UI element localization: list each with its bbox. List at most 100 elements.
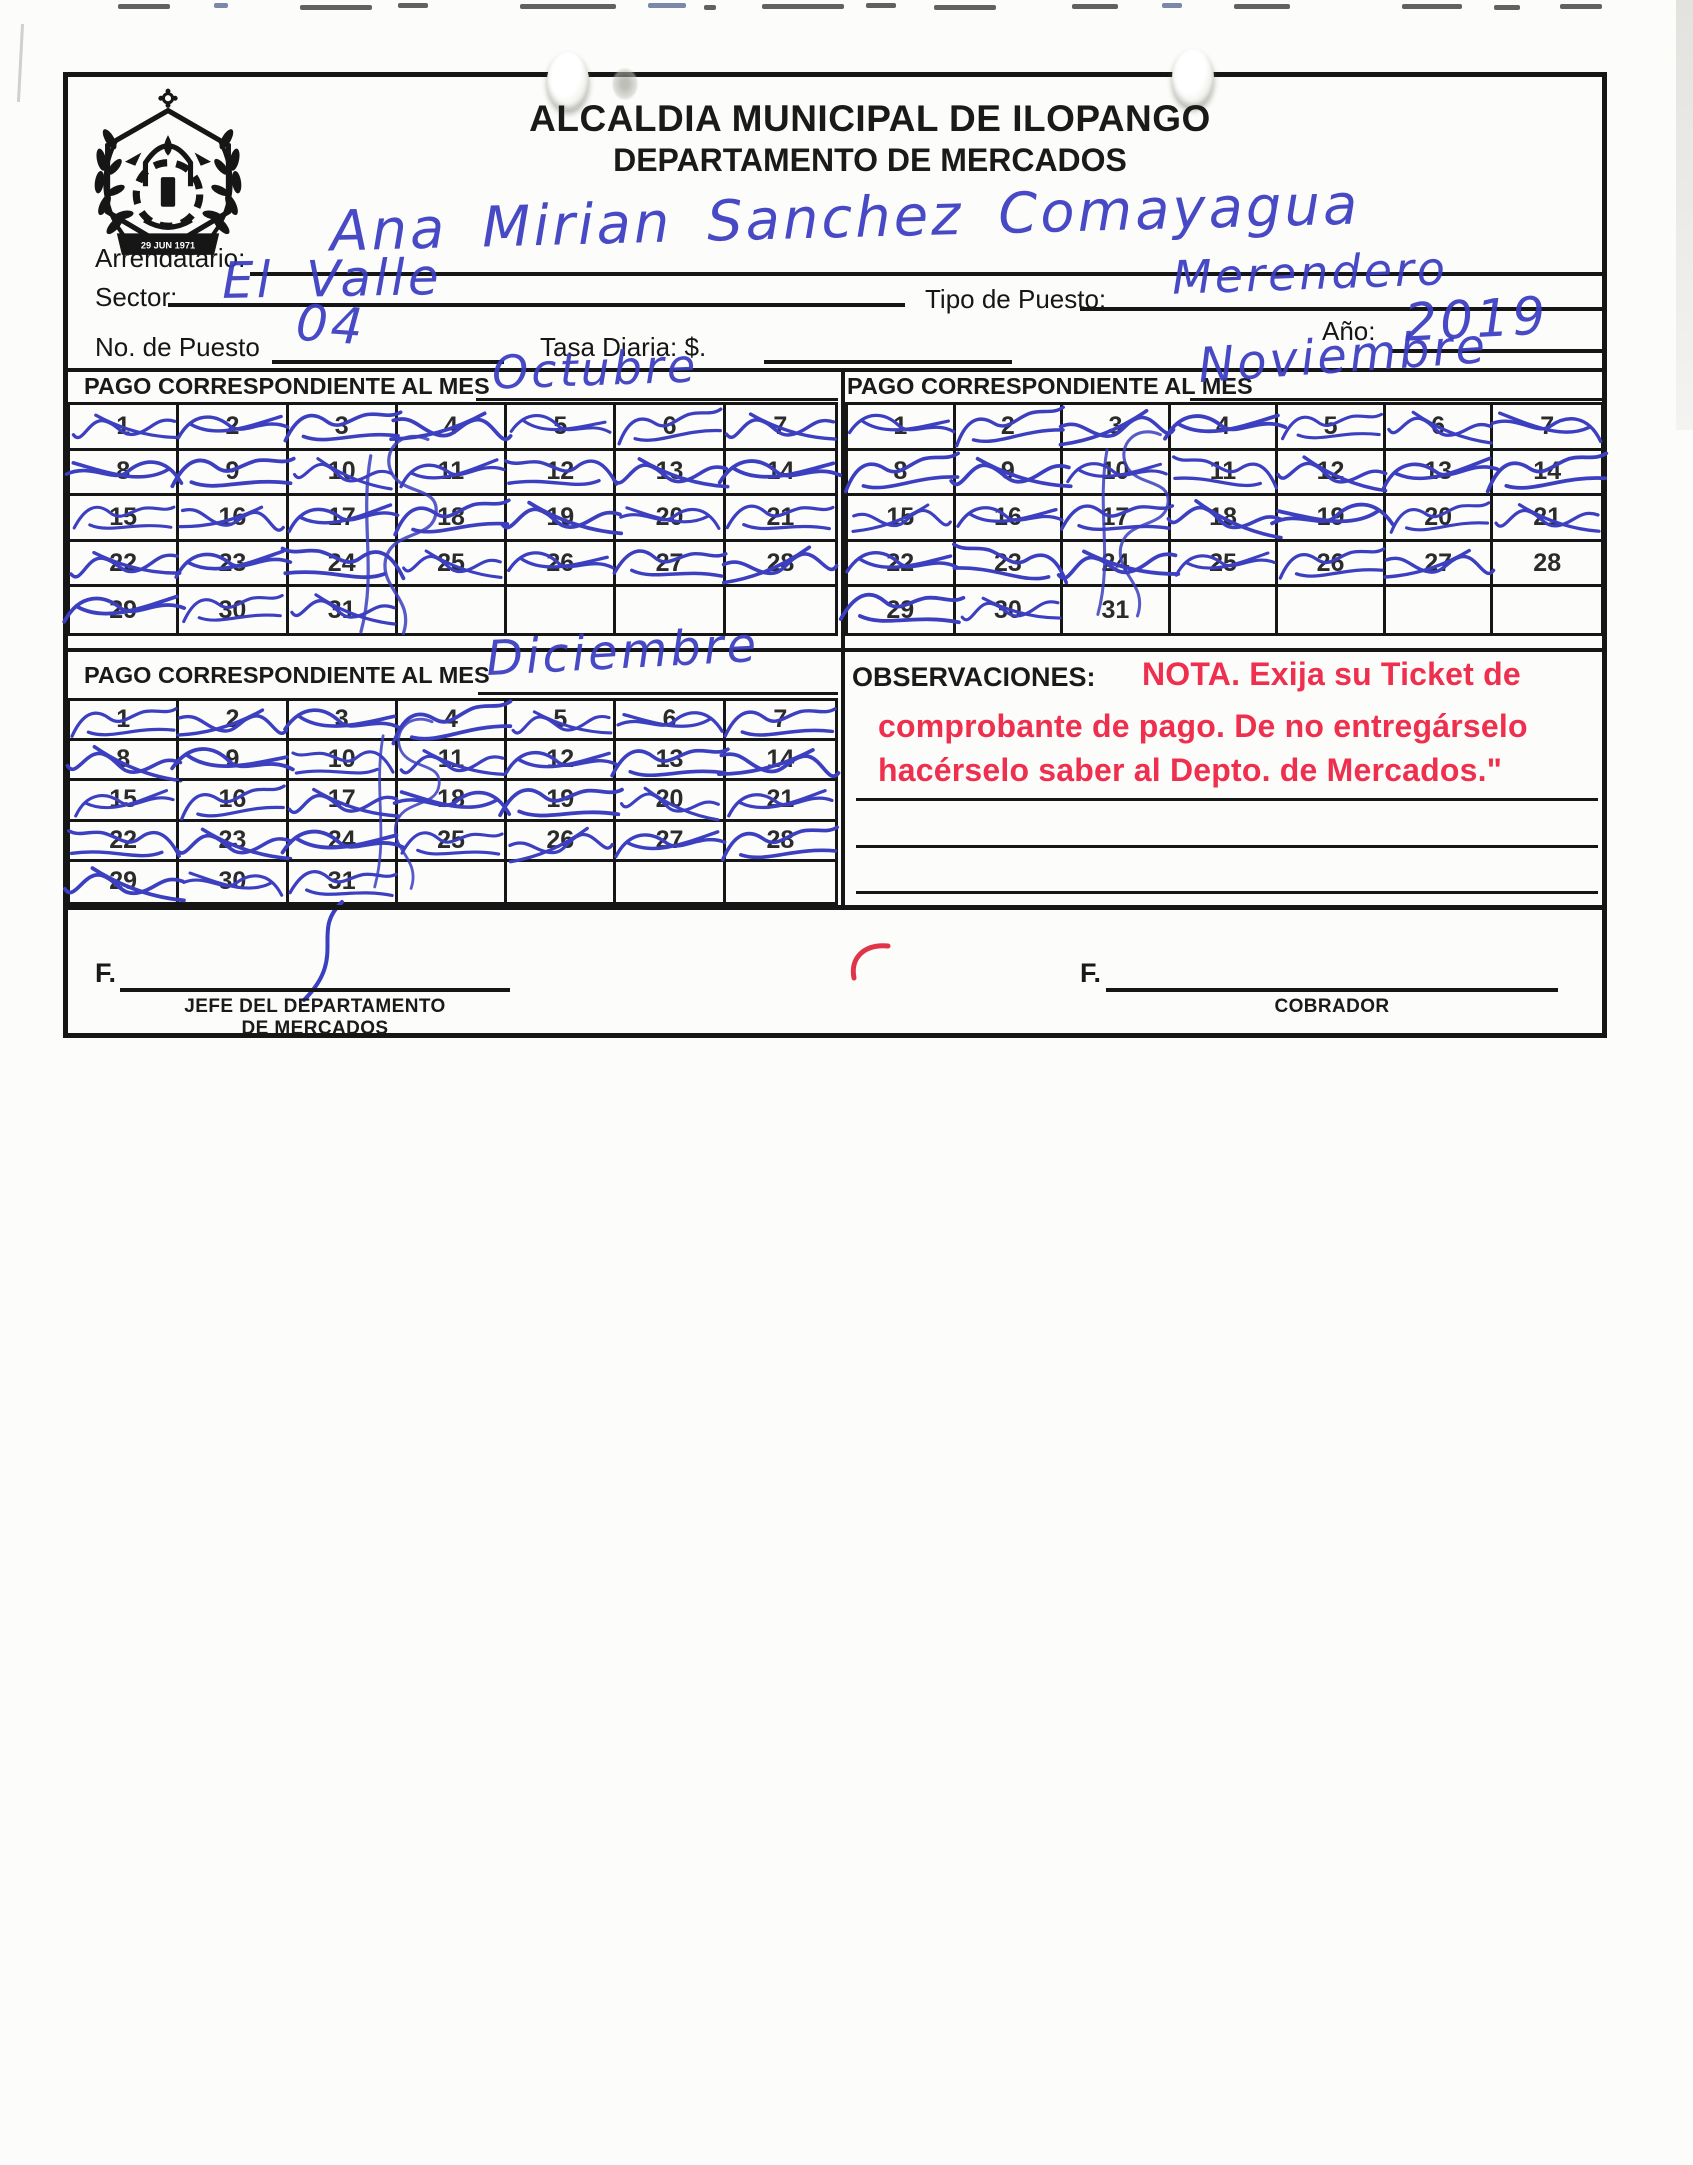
day-cell: 9 <box>948 450 1073 497</box>
day-cell <box>616 587 726 633</box>
day-number: 12 <box>546 457 575 486</box>
month-line <box>478 692 838 695</box>
scan-edge-artifact <box>1676 0 1693 430</box>
day-number: 20 <box>655 502 684 531</box>
municipal-seal-icon: 29 JUN 1971 <box>94 88 250 255</box>
payment-card-frame <box>63 72 1607 1038</box>
field-line <box>272 360 504 364</box>
signature-caption: COBRADOR <box>1274 996 1390 1017</box>
day-cell: 6 <box>1385 405 1495 451</box>
day-number: 3 <box>334 411 349 440</box>
month-handwritten-october: Octubre <box>491 338 699 400</box>
calendar-section-label: PAGO CORRESPONDIENTE AL MES <box>847 373 1253 399</box>
tasa-diaria-label: Tasa Diaria: $. <box>540 332 707 362</box>
day-number: 9 <box>225 745 240 774</box>
calendar-grid-october: 1 2 3 4 5 6 7 8 9 10 11 12 13 14 15 16 17 18 19 20 21 22 23 24 2… <box>61 402 842 636</box>
day-number: 8 <box>116 745 131 774</box>
day-number: 22 <box>886 548 915 577</box>
day-number: 15 <box>886 502 915 531</box>
hole-punch <box>1172 49 1214 107</box>
day-number: 1 <box>893 411 908 440</box>
calendar-grid-december: 1 2 3 4 5 6 7 8 9 10 11 12 13 14 15 16 17 18 19 20 21 22 23 24 2… <box>62 698 842 905</box>
day-cell: 10 <box>288 450 398 497</box>
day-number: 5 <box>1323 411 1338 440</box>
day-number: 29 <box>109 867 138 896</box>
ruled-line <box>856 845 1598 848</box>
day-number: 19 <box>1316 502 1345 531</box>
day-number: 31 <box>327 595 356 624</box>
day-cell <box>726 862 835 902</box>
day-number: 18 <box>437 785 465 814</box>
calendar-grid-november: 1 2 3 4 5 6 7 8 9 10 11 12 13 14 15 16 17 18 19 20 21 22 23 24 2… <box>838 402 1611 636</box>
day-cell: 19 <box>1269 496 1395 542</box>
scan-smudge <box>612 68 638 100</box>
day-number: 7 <box>1540 411 1555 440</box>
day-number: 28 <box>1533 548 1562 577</box>
day-number: 15 <box>109 502 138 531</box>
day-number: 6 <box>662 411 677 440</box>
field-line <box>250 272 1602 276</box>
day-number: 7 <box>773 705 788 734</box>
seal-banner-text: 29 JUN 1971 <box>141 241 195 251</box>
day-cell: 29 <box>62 861 187 903</box>
day-number: 22 <box>109 825 138 854</box>
day-number: 15 <box>109 785 138 814</box>
day-number: 4 <box>1216 411 1230 440</box>
day-number: 26 <box>1316 548 1345 577</box>
section-divider <box>841 368 845 908</box>
field-line <box>1392 349 1603 353</box>
day-number: 25 <box>1209 548 1237 577</box>
day-cell: 13 <box>610 741 731 782</box>
day-cell: 1 <box>70 405 180 451</box>
day-cell: 25 <box>1170 541 1279 588</box>
day-number: 16 <box>993 502 1022 531</box>
day-number: 6 <box>1431 411 1446 440</box>
day-number: 13 <box>1424 457 1453 486</box>
day-cell: 4 <box>388 699 516 746</box>
day-number: 29 <box>886 595 915 624</box>
day-cell: 17 <box>286 781 400 822</box>
day-cell: 11 <box>1170 450 1279 497</box>
day-cell: 27 <box>613 821 728 862</box>
day-number: 31 <box>1101 595 1130 624</box>
day-number: 2 <box>225 411 240 440</box>
calendar-section-label: PAGO CORRESPONDIENTE AL MES <box>84 662 490 688</box>
day-cell: 7 <box>723 701 837 742</box>
day-cell: 24 <box>1055 541 1181 588</box>
no-puesto-label: No. de Puesto <box>95 332 260 362</box>
day-cell: 18 <box>392 781 512 822</box>
day-cell: 22 <box>67 821 181 862</box>
day-cell: 19 <box>498 781 624 824</box>
day-number: 24 <box>327 548 356 577</box>
day-number: 5 <box>553 705 568 734</box>
note-text-line: comprobante de pago. De no entregárselo <box>878 708 1528 744</box>
note-text-line: hacérselo saber al Depto. de Mercados." <box>878 752 1503 788</box>
day-number: 8 <box>116 457 131 486</box>
day-cell: 23 <box>173 541 293 588</box>
day-number: 18 <box>1209 502 1237 531</box>
day-cell: 29 <box>61 587 187 633</box>
day-cell: 20 <box>616 496 726 542</box>
day-cell: 21 <box>725 781 835 822</box>
day-number: 19 <box>546 502 575 531</box>
day-number: 29 <box>109 595 138 624</box>
day-cell <box>616 861 726 902</box>
day-cell: 11 <box>397 741 508 782</box>
day-cell: 27 <box>1383 541 1496 588</box>
note-text-line: NOTA. Exija su Ticket de <box>1142 656 1521 692</box>
day-cell: 20 <box>616 781 726 822</box>
day-number: 10 <box>327 457 356 486</box>
day-number: 10 <box>1101 457 1130 486</box>
day-cell: 8 <box>841 450 963 497</box>
day-cell: 23 <box>949 541 1070 588</box>
day-number: 20 <box>655 785 684 814</box>
day-cell: 20 <box>1385 496 1494 542</box>
day-number: 22 <box>109 548 138 577</box>
day-cell: 8 <box>64 450 184 497</box>
day-number: 12 <box>546 745 575 774</box>
day-cell: 13 <box>1379 450 1500 497</box>
day-number: 4 <box>444 705 458 734</box>
section-divider <box>67 905 1607 910</box>
day-cell: 26 <box>507 541 617 588</box>
signature-caption: DE MERCADOS <box>241 1018 389 1039</box>
